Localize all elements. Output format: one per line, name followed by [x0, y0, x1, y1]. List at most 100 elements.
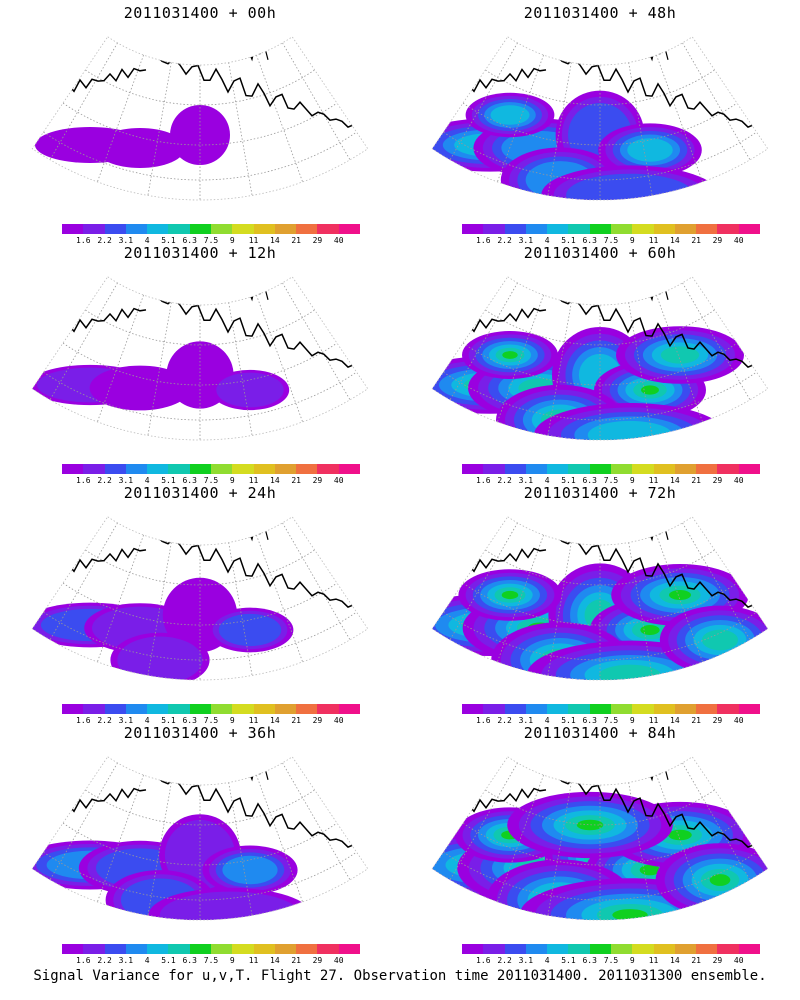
colorbar-swatch — [189, 224, 211, 234]
colorbar-label: 21 — [691, 236, 701, 245]
colorbar-swatch — [168, 464, 190, 474]
colorbar-label: 3.1 — [518, 716, 534, 725]
variance-contour — [627, 138, 673, 162]
colorbar-swatch — [653, 224, 675, 234]
colorbar-swatch — [189, 464, 211, 474]
meridian-line — [656, 54, 703, 183]
latitude-line — [43, 371, 357, 421]
colorbar-label: 21 — [691, 716, 701, 725]
colorbar-labels: 1.6 2.2 3.1 4 5.1 6.3 7.5 9 11 14 21 29 40 — [462, 956, 760, 966]
colorbar-label: 40 — [733, 236, 744, 245]
variance-contour — [490, 105, 530, 125]
colorbar-label: 1.6 — [476, 716, 491, 725]
variance-contour — [709, 874, 731, 886]
colorbar-swatch — [462, 224, 484, 234]
colorbar-swatch — [296, 944, 318, 954]
colorbar-swatch — [147, 464, 169, 474]
colorbar-label: 1.6 — [76, 716, 91, 725]
variance-contour — [576, 819, 604, 831]
variance-contour — [641, 385, 659, 395]
colorbar-label: 14 — [270, 476, 280, 485]
colorbar-label: 3.1 — [118, 476, 134, 485]
colorbar-swatch — [525, 224, 548, 234]
colorbar-label: 7.5 — [203, 716, 219, 725]
colorbar-label: 1.6 — [476, 956, 491, 965]
colorbar-label: 4 — [544, 476, 550, 485]
meridian-line — [49, 42, 118, 161]
colorbar-label: 21 — [691, 476, 701, 485]
colorbar-swatch — [62, 944, 84, 954]
colorbar-label: 6.3 — [582, 236, 597, 245]
map-plot — [31, 756, 369, 921]
variance-contour — [566, 173, 694, 201]
colorbar-swatch — [717, 464, 739, 474]
colorbar-label: 2.2 — [97, 716, 112, 725]
colorbar-swatch — [632, 704, 654, 714]
colorbar-label: 29 — [712, 716, 723, 725]
latitude-line — [85, 69, 315, 106]
map-plot — [31, 276, 369, 441]
colorbar-swatch — [83, 224, 105, 234]
meridian-line — [449, 282, 518, 401]
latitude-line — [443, 851, 757, 901]
latitude-line — [485, 789, 715, 826]
meridian-line — [449, 522, 518, 641]
colorbar-swatch — [338, 464, 360, 474]
colorbar-swatch — [232, 944, 254, 954]
colorbar-label: 7.5 — [603, 956, 619, 965]
meridian-line — [147, 542, 172, 676]
colorbar-label: 5.1 — [561, 956, 576, 965]
colorbar-swatch — [317, 224, 339, 234]
colorbar-swatch — [674, 464, 697, 474]
map-border — [31, 516, 369, 681]
colorbar — [462, 944, 760, 954]
colorbar-label: 21 — [291, 956, 301, 965]
colorbar-swatch — [547, 944, 569, 954]
variance-contour — [701, 629, 739, 651]
colorbar-label: 21 — [291, 716, 301, 725]
colorbar-swatch — [589, 464, 611, 474]
colorbar-label: 5.1 — [561, 476, 576, 485]
colorbar-label: 2.2 — [97, 236, 112, 245]
variance-contour — [95, 128, 185, 168]
colorbar-swatch — [504, 224, 526, 234]
colorbar — [462, 704, 760, 714]
colorbar-swatch — [610, 944, 633, 954]
colorbar-swatch — [568, 464, 590, 474]
colorbar-swatch — [168, 224, 190, 234]
panel-title: 2011031400 + 72h — [523, 484, 677, 502]
colorbar-swatch — [525, 464, 548, 474]
colorbar-label: 6.3 — [582, 476, 597, 485]
colorbar-label: 6.3 — [582, 956, 597, 965]
colorbar-label: 9 — [229, 236, 235, 245]
latitude-line — [485, 549, 715, 586]
colorbar-label: 2.2 — [497, 476, 512, 485]
colorbar-label: 11 — [248, 716, 259, 725]
map-border — [31, 276, 369, 441]
colorbar-swatch — [296, 224, 318, 234]
colorbar-label: 4 — [144, 476, 150, 485]
colorbar-label: 40 — [733, 476, 744, 485]
colorbar-labels: 1.6 2.2 3.1 4 5.1 6.3 7.5 9 11 14 21 29 40 — [462, 716, 760, 726]
colorbar-label: 14 — [270, 236, 280, 245]
colorbar-labels: 1.6 2.2 3.1 4 5.1 6.3 7.5 9 11 14 21 29 40 — [462, 476, 760, 486]
map-plot — [431, 276, 769, 441]
meridian-line — [282, 522, 351, 641]
meridian-line — [547, 542, 572, 676]
colorbar-swatch — [168, 704, 190, 714]
colorbar-swatch — [232, 224, 254, 234]
colorbar-label: 2.2 — [97, 476, 112, 485]
meridian-line — [97, 54, 144, 183]
coastline — [149, 773, 368, 867]
colorbar-label: 3.1 — [518, 236, 534, 245]
latitude-line — [43, 611, 357, 661]
colorbar-label: 4 — [144, 236, 150, 245]
colorbar-swatch — [232, 464, 254, 474]
colorbar-label: 5.1 — [161, 956, 176, 965]
meridian-line — [682, 282, 751, 401]
variance-contour — [501, 590, 519, 600]
colorbar-label: 14 — [670, 956, 680, 965]
latitude-line — [85, 549, 315, 586]
latitude-line — [85, 309, 315, 346]
colorbar-swatch — [83, 704, 105, 714]
